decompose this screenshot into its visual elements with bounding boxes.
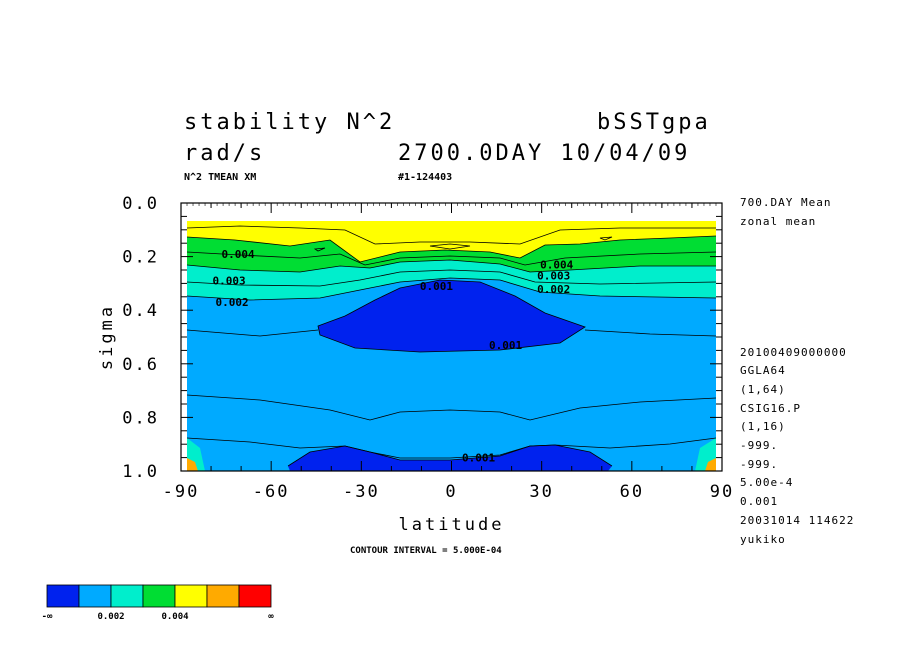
colorbar-swatch xyxy=(46,584,80,608)
contour-label: 0.001 xyxy=(489,339,522,352)
contour-fills xyxy=(187,221,716,471)
y-tick-label: 0.2 xyxy=(122,248,159,268)
experiment-title: bSSTgpa xyxy=(597,110,711,135)
contour-line xyxy=(186,437,717,459)
contour-line xyxy=(287,444,613,467)
contour-label: 0.002 xyxy=(216,296,249,309)
y-axis-label: sigma xyxy=(97,304,117,370)
labels: -90 -60 -30 0 30 60 90 0.0 0.2 0.4 0.6 0.8 1.0 latitu… xyxy=(97,194,734,535)
colorbar-swatch xyxy=(206,584,240,608)
y-tick-label: 0.6 xyxy=(122,355,159,375)
x-axis-label: latitude xyxy=(399,515,505,535)
mean-label: 700.DAY Mean xyxy=(740,196,832,209)
side-line: -999. xyxy=(740,458,779,471)
contour-line xyxy=(186,277,717,301)
x-tick-label: 30 xyxy=(529,482,553,502)
x-tick-label: 60 xyxy=(620,482,644,502)
y-tick-label: 0.4 xyxy=(122,301,159,321)
contour-interval: CONTOUR INTERVAL = 5.000E-04 xyxy=(350,546,502,556)
contour-line xyxy=(186,259,716,273)
contour-label: 0.004 xyxy=(540,259,573,272)
contour-label: 0.001 xyxy=(420,280,453,293)
contour-line xyxy=(186,394,717,421)
time-title: 2700.0DAY 10/04/09 xyxy=(398,141,691,166)
x-tick-label: -60 xyxy=(253,482,290,502)
colorbar-label: 0.004 xyxy=(161,612,189,622)
colorbar-label: 0.002 xyxy=(97,612,124,622)
contour-line xyxy=(186,329,319,337)
side-line: (1,64) xyxy=(740,383,786,396)
contour-line xyxy=(186,269,717,287)
side-line: (1,16) xyxy=(740,420,786,433)
y-tick-label: 1.0 xyxy=(122,462,159,482)
fill-band-orange xyxy=(187,458,198,471)
contour-line xyxy=(186,225,716,245)
fill-band-blue-surface xyxy=(288,445,612,471)
side-line: CSIG16.P xyxy=(740,402,801,415)
colorbar-swatch xyxy=(142,584,176,608)
contour-label: 0.002 xyxy=(537,283,570,296)
side-line: 20100409000000 xyxy=(740,346,847,359)
axes xyxy=(180,202,723,472)
contour-line xyxy=(186,251,717,266)
side-line: yukiko xyxy=(740,533,786,546)
colorbar-swatch xyxy=(238,584,272,608)
colorbar-swatch xyxy=(110,584,144,608)
contour-line xyxy=(584,329,717,337)
x-tick-label: -90 xyxy=(163,482,200,502)
contour-label: 0.001 xyxy=(462,452,495,465)
colorbar-label: -∞ xyxy=(42,612,53,622)
subtitle-right: #1-124403 xyxy=(398,172,453,183)
x-tick-label: 90 xyxy=(710,482,734,502)
colorbar-label: ∞ xyxy=(268,612,274,622)
x-tick-label: -30 xyxy=(343,482,380,502)
x-tick-label: 0 xyxy=(445,482,457,502)
contour-label: 0.003 xyxy=(537,269,570,282)
subtitle-left: N^2 TMEAN XM xyxy=(184,172,257,183)
contour-label: 0.003 xyxy=(213,275,246,288)
contour-label: 0.004 xyxy=(222,248,255,261)
contour-line xyxy=(429,243,471,250)
variable-title: stability N^2 xyxy=(184,110,396,135)
side-line: -999. xyxy=(740,439,779,452)
contour-line xyxy=(599,236,613,241)
mean-type: zonal mean xyxy=(740,215,817,228)
contour-line xyxy=(317,279,586,353)
contour-line xyxy=(186,235,717,263)
y-tick-label: 0.0 xyxy=(122,194,159,214)
fill-band-orange xyxy=(705,458,716,471)
side-line: 5.00e-4 xyxy=(740,476,794,489)
contour-line xyxy=(313,247,326,252)
side-line: GGLA64 xyxy=(740,364,786,377)
colorbar: -∞ 0.002 0.004 ∞ xyxy=(42,584,274,622)
units-title: rad/s xyxy=(184,141,266,166)
colorbar-swatch xyxy=(78,584,112,608)
colorbar-swatch xyxy=(174,584,208,608)
side-line: 20031014 114622 xyxy=(740,514,855,527)
y-tick-label: 0.8 xyxy=(122,408,159,428)
side-line: 0.001 xyxy=(740,495,779,508)
